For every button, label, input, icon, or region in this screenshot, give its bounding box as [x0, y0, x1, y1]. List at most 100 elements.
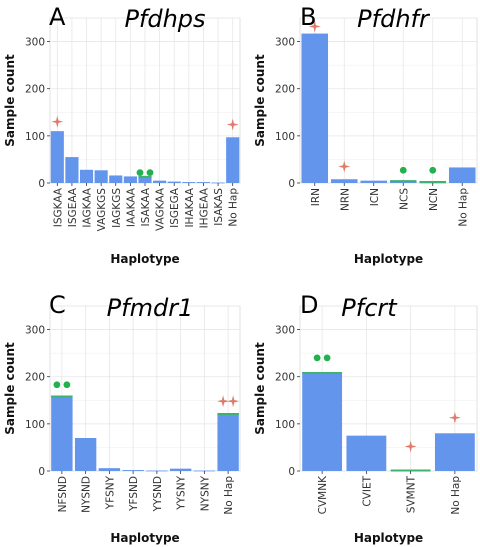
panel-A: 0 100 200 300 ISGKAA ISGEAA IAGKAA VAGKGS IAGKGS… [3, 3, 241, 266]
y-tick-label: 300 [25, 325, 45, 337]
x-tick-label: IAGKAA [82, 187, 94, 227]
y-axis-label: Sample count [3, 342, 17, 435]
x-tick-label: CVMNK [317, 475, 329, 514]
x-tick-label: CVIET [361, 475, 373, 506]
x-tick-label: YFSND [128, 476, 140, 512]
star-marker [217, 395, 230, 408]
x-tick-label: ISGEGA [169, 187, 181, 228]
bar-ISGEAA [65, 157, 79, 183]
dot-marker [323, 354, 331, 362]
bar-CVMNK [302, 372, 343, 471]
bar-No Hap [448, 167, 476, 183]
x-tick-label: ICN [369, 188, 381, 206]
plot-area [299, 17, 478, 184]
y-tick-label: 300 [275, 37, 295, 49]
x-tick-label: IAAKAA [125, 187, 137, 227]
bar-No Hap [226, 137, 240, 183]
dot-marker [429, 166, 437, 174]
star-marker [448, 411, 461, 424]
bar-YFSNY [98, 468, 121, 471]
panel-title: Pfmdr1 [107, 294, 194, 322]
y-axis-label: Sample count [253, 342, 267, 435]
bar-ICN [360, 180, 388, 183]
x-tick-label: YFSNY [104, 475, 116, 510]
bar-IRN [301, 33, 329, 184]
star-marker [51, 115, 64, 128]
panel-letter: B [300, 3, 316, 31]
x-tick-label: ISGKAA [52, 187, 64, 227]
bar-VAGKGS [94, 170, 108, 183]
panel-D: 0 100 200 300 CVMNK CVIET SVMNT No Hap Sample co… [253, 291, 478, 545]
y-tick-label: 100 [25, 419, 45, 431]
x-tick-label: YYSND [152, 476, 164, 512]
dot-marker [63, 381, 71, 389]
y-tick-label: 0 [288, 178, 295, 190]
panel-letter: A [49, 3, 66, 31]
x-tick-label: ISAKAS [213, 188, 225, 226]
x-tick-label: IHGEAA [198, 187, 210, 228]
x-tick-label: No Hap [450, 476, 462, 515]
x-tick-label: NYSNY [199, 475, 211, 511]
star-marker [338, 160, 351, 173]
y-axis-label: Sample count [253, 54, 267, 147]
x-tick-label: IRN [310, 188, 322, 206]
y-tick-label: 300 [275, 325, 295, 337]
star-marker [404, 440, 417, 453]
x-tick-label: SVMNT [406, 475, 418, 513]
bar-ISAKAS [211, 182, 225, 184]
bar-NFSND [51, 395, 73, 471]
x-tick-label: ISGEAA [67, 187, 79, 227]
dot-marker [399, 166, 407, 174]
bar-YYSND [146, 470, 168, 472]
dot-marker [136, 169, 144, 177]
y-axis-label: Sample count [3, 54, 17, 147]
x-tick-label: NYSND [81, 476, 93, 513]
x-axis-label: Haplotype [354, 531, 423, 545]
y-tick-label: 200 [275, 84, 295, 96]
bar-No Hap [434, 433, 475, 471]
x-tick-label: YYSNY [176, 475, 188, 510]
x-tick-label: NCS [398, 188, 410, 210]
bar-ISAKAA [138, 177, 152, 183]
y-tick-label: 200 [25, 372, 45, 384]
star-marker [226, 118, 239, 131]
star-marker [308, 20, 321, 33]
bar-NYSNY [193, 470, 216, 472]
y-tick-label: 0 [288, 466, 295, 478]
x-tick-label: ISAKAA [140, 187, 152, 226]
bar-IAGKAA [79, 169, 94, 183]
x-axis-label: Haplotype [110, 252, 179, 266]
bar-YFSND [122, 470, 144, 471]
dot-marker [146, 169, 154, 177]
y-tick-label: 100 [275, 419, 295, 431]
dot-marker [313, 354, 321, 362]
panel-title: Pfdhfr [357, 5, 431, 33]
y-tick-label: 0 [38, 178, 45, 190]
x-tick-label: No Hap [457, 188, 469, 227]
x-tick-label: No Hap [228, 188, 240, 227]
x-tick-label: VAGKAA [155, 187, 167, 231]
x-axis-label: Haplotype [110, 531, 179, 545]
bar-IHGEAA [196, 182, 211, 183]
y-tick-label: 100 [275, 131, 295, 143]
x-axis-label: Haplotype [354, 252, 423, 266]
bar-NRN [330, 179, 358, 183]
x-tick-label: No Hap [223, 476, 235, 515]
y-tick-label: 100 [25, 131, 45, 143]
bar-ISGEGA [167, 181, 181, 183]
y-tick-label: 0 [38, 466, 45, 478]
y-tick-label: 200 [275, 372, 295, 384]
panel-letter: C [49, 291, 66, 319]
panel-title: Pfcrt [341, 294, 398, 322]
bar-ISGKAA [50, 131, 64, 183]
y-tick-label: 200 [25, 84, 45, 96]
bar-IHAKAA [182, 182, 196, 183]
bar-IAAKAA [123, 176, 137, 183]
x-tick-label: VAGKGS [96, 188, 108, 232]
bar-YYSNY [169, 468, 192, 471]
panel-letter: D [300, 291, 318, 319]
bar-NYSND [74, 438, 97, 471]
x-tick-label: IAGKGS [111, 188, 123, 228]
x-tick-label: NRN [339, 188, 351, 211]
